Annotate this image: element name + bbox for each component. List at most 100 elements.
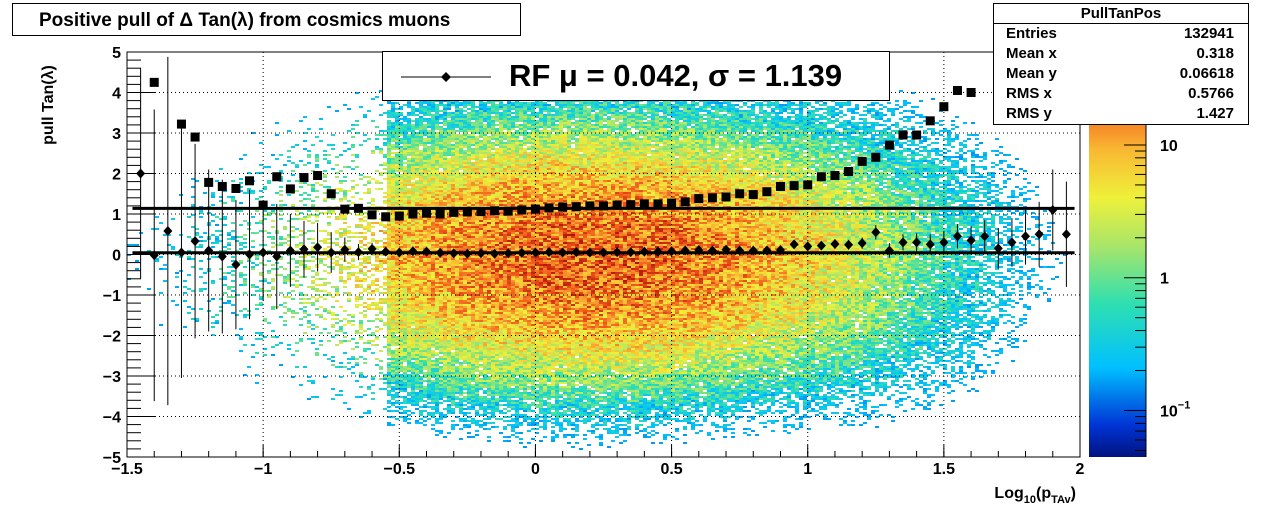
- mean-point: [285, 245, 295, 256]
- mean-point: [217, 251, 227, 262]
- sigma-point: [762, 187, 772, 197]
- x-tick-label: 0: [531, 461, 540, 478]
- sigma-point: [326, 189, 336, 199]
- sigma-point: [476, 207, 486, 217]
- sigma-point: [721, 192, 731, 202]
- sigma-point: [149, 77, 159, 87]
- y-tick-label: 3: [112, 126, 121, 143]
- sigma-point: [544, 203, 554, 213]
- sigma-point: [490, 206, 500, 216]
- mean-point: [775, 245, 785, 256]
- y-tick-label: −2: [103, 329, 121, 346]
- chart-title: Positive pull of Δ Tan(λ) from cosmics m…: [39, 10, 450, 32]
- sigma-point: [381, 212, 391, 222]
- mean-point: [149, 250, 159, 261]
- sigma-point: [231, 183, 241, 193]
- sigma-point: [830, 171, 840, 181]
- mean-point: [952, 231, 962, 242]
- mean-point: [1034, 229, 1044, 240]
- sigma-point: [394, 211, 404, 221]
- z-tick-label: 1: [1160, 271, 1169, 288]
- sigma-point: [939, 102, 949, 112]
- mean-point: [422, 246, 432, 257]
- sigma-point: [707, 193, 717, 203]
- mean-point: [748, 245, 758, 256]
- sigma-point: [775, 181, 785, 191]
- sigma-point: [912, 130, 922, 140]
- mean-point: [190, 236, 200, 247]
- sigma-point: [803, 180, 813, 190]
- stats-row-rms-x: RMS x 0.5766: [994, 84, 1248, 104]
- mean-point: [367, 243, 377, 254]
- mean-point: [884, 245, 894, 256]
- mean-point: [993, 243, 1003, 254]
- mean-point: [1048, 204, 1058, 215]
- y-axis-label: pull Tan(λ): [40, 65, 57, 145]
- sigma-point: [299, 173, 309, 183]
- stats-title: PullTanPos: [994, 4, 1248, 24]
- mean-point: [1021, 231, 1031, 242]
- mean-point: [653, 246, 663, 257]
- sigma-point: [857, 156, 867, 166]
- sigma-point: [272, 172, 282, 182]
- mean-point: [735, 245, 745, 256]
- x-tick-label: 2: [1076, 461, 1085, 478]
- mean-point: [571, 247, 581, 258]
- mean-point: [803, 241, 813, 252]
- sigma-point: [313, 171, 323, 181]
- fit-legend: RF μ = 0.042, σ = 1.139: [382, 51, 890, 101]
- mean-point: [707, 245, 717, 256]
- legend-marker: [401, 72, 491, 82]
- sigma-point: [340, 204, 350, 214]
- sigma-point: [925, 116, 935, 126]
- mean-point: [176, 247, 186, 258]
- sigma-point: [748, 190, 758, 200]
- x-tick-label: −1.5: [111, 461, 143, 478]
- mean-point: [980, 231, 990, 242]
- sigma-point: [462, 207, 472, 217]
- y-tick-label: 0: [112, 248, 121, 265]
- heatmap-bins: [127, 64, 1067, 450]
- mean-point: [857, 238, 867, 249]
- sigma-point: [844, 166, 854, 176]
- sigma-point: [639, 199, 649, 209]
- mean-point: [667, 246, 677, 257]
- sigma-point: [503, 206, 513, 216]
- mean-point: [408, 246, 418, 257]
- mean-point: [844, 239, 854, 250]
- y-axis: −5 −4 −3 −2 −1 0 1 2 3 4 5: [103, 45, 155, 467]
- mean-point: [680, 245, 690, 256]
- mean-point: [394, 247, 404, 258]
- sigma-point: [435, 209, 445, 219]
- mean-point: [340, 244, 350, 255]
- title-box: Positive pull of Δ Tan(λ) from cosmics m…: [12, 3, 521, 36]
- sigma-point: [585, 201, 595, 211]
- mean-point: [1061, 229, 1071, 240]
- sigma-point: [612, 200, 622, 210]
- sigma-point: [558, 202, 568, 212]
- y-tick-label: 5: [112, 45, 121, 62]
- mean-point: [299, 244, 309, 255]
- y-tick-label: −3: [103, 369, 121, 386]
- sigma-point: [367, 210, 377, 220]
- sigma-point: [735, 189, 745, 199]
- x-tick-label: 0.5: [660, 461, 682, 478]
- sigma-point: [599, 201, 608, 211]
- sigma-point: [530, 204, 540, 214]
- sigma-point: [952, 85, 962, 95]
- stats-row-mean-x: Mean x 0.318: [994, 44, 1248, 64]
- stats-row-rms-y: RMS y 1.427: [994, 104, 1248, 124]
- mean-point: [558, 247, 568, 258]
- stats-row-entries: Entries 132941: [994, 24, 1248, 44]
- mean-point: [381, 246, 391, 257]
- mean-series: [136, 56, 1071, 406]
- sigma-point: [245, 176, 255, 186]
- x-tick-label: 1: [803, 461, 812, 478]
- mean-point: [462, 248, 472, 259]
- mean-point: [313, 242, 323, 253]
- sigma-point: [353, 203, 363, 213]
- x-tick-label: 1.5: [933, 461, 955, 478]
- sigma-point: [694, 194, 704, 204]
- mean-point: [939, 237, 949, 248]
